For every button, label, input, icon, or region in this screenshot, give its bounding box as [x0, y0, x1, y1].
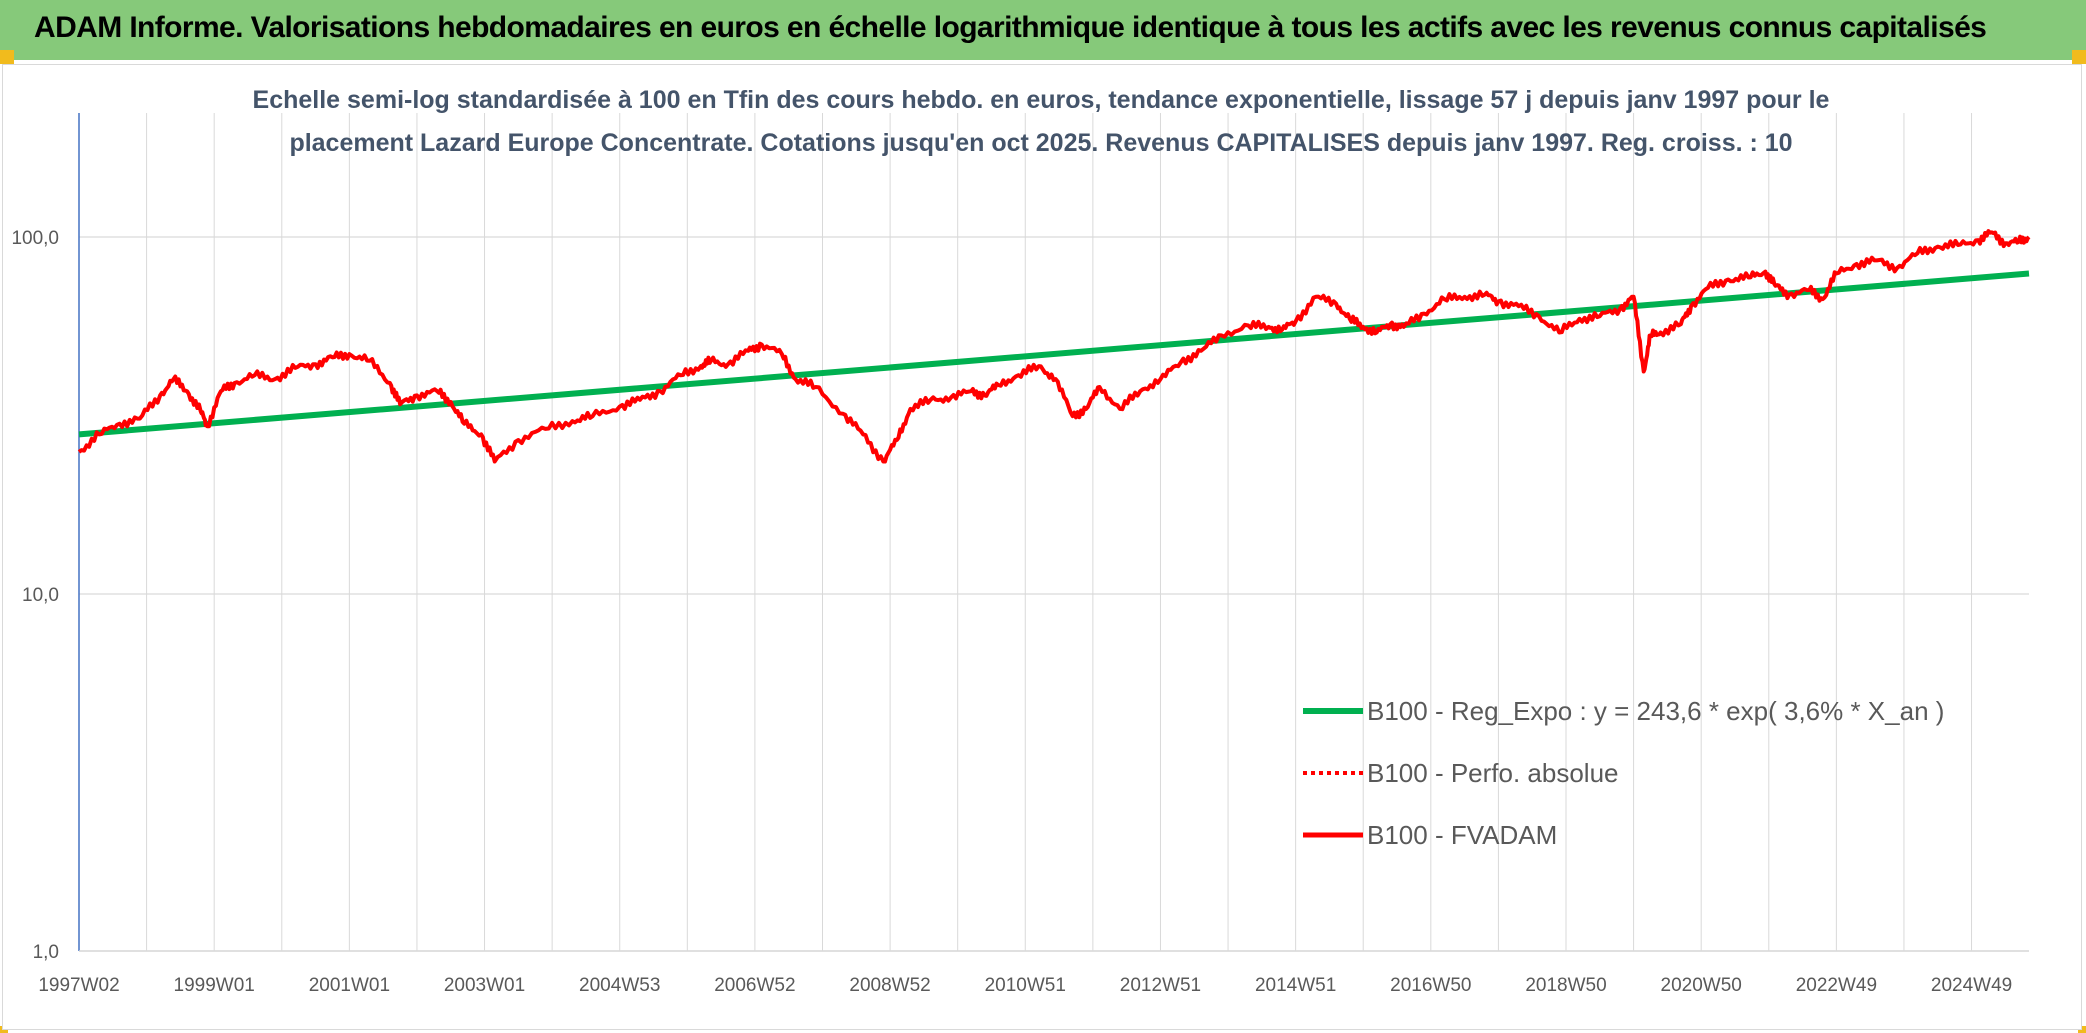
corner-accent-top-right	[2072, 50, 2086, 64]
y-tick-label: 10,0	[22, 585, 59, 606]
x-tick-label: 2016W50	[1390, 975, 1471, 996]
chart-title-line-2: placement Lazard Europe Concentrate. Cot…	[289, 129, 1792, 157]
legend-label-fvadam: B100 - FVADAM	[1367, 820, 1557, 850]
x-tick-label: 2004W53	[579, 975, 660, 996]
x-tick-label: 2003W01	[444, 975, 525, 996]
x-tick-label: 2012W51	[1120, 975, 1201, 996]
corner-accent-bottom-right	[2078, 1026, 2086, 1033]
x-tick-label: 2022W49	[1796, 975, 1877, 996]
x-tick-label: 1999W01	[174, 975, 255, 996]
x-tick-label: 2001W01	[309, 975, 390, 996]
y-tick-labels: 1,0 10,0 100,0	[11, 228, 59, 963]
title-banner: ADAM Informe. Valorisations hebdomadaire…	[0, 0, 2086, 60]
banner-title: ADAM Informe. Valorisations hebdomadaire…	[34, 11, 1987, 44]
chart-panel: Echelle semi-log standardisée à 100 en T…	[2, 64, 2082, 1030]
x-tick-label: 2014W51	[1255, 975, 1336, 996]
x-tick-labels: 1997W02 1999W01 2001W01 2003W01 2004W53 2006W…	[38, 975, 2012, 996]
legend-label-perfo: B100 - Perfo. absolue	[1367, 758, 1619, 788]
chart: Echelle semi-log standardisée à 100 en T…	[11, 86, 2031, 996]
x-tick-label: 1997W02	[38, 975, 119, 996]
series-fvadam-line	[77, 229, 2031, 464]
series-reg-expo-line	[78, 270, 2030, 438]
legend: B100 - Reg_Expo : y = 243,6 * exp( 3,6% …	[1303, 696, 1944, 850]
chart-title-line-1: Echelle semi-log standardisée à 100 en T…	[253, 86, 1830, 114]
legend-label-reg-expo: B100 - Reg_Expo : y = 243,6 * exp( 3,6% …	[1367, 696, 1944, 726]
x-tick-label: 2008W52	[849, 975, 930, 996]
series-layer	[77, 229, 2031, 464]
x-tick-label: 2024W49	[1931, 975, 2012, 996]
y-tick-label: 100,0	[11, 228, 59, 249]
x-tick-label: 2010W51	[985, 975, 1066, 996]
corner-accent-top-left	[0, 50, 14, 64]
x-tick-label: 2020W50	[1661, 975, 1742, 996]
y-tick-label: 1,0	[33, 942, 59, 963]
x-tick-label: 2018W50	[1525, 975, 1606, 996]
x-tick-label: 2006W52	[714, 975, 795, 996]
grid-layer	[78, 113, 2029, 952]
